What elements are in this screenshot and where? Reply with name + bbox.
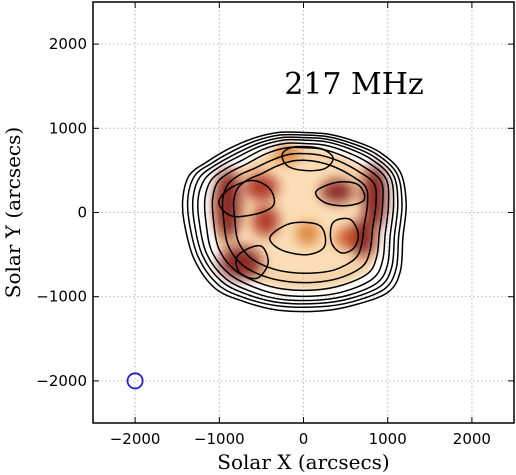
y-tick-label: 1000 [49, 119, 87, 137]
y-tick-label: −1000 [36, 288, 87, 306]
contour-lines [181, 131, 407, 313]
contour-level-5 [211, 146, 384, 292]
y-tick-label: −2000 [36, 372, 87, 390]
emission-peak-0 [214, 168, 242, 240]
contour-level-8 [218, 179, 276, 218]
contour-level-10 [269, 221, 327, 256]
contour-level-2 [191, 136, 399, 305]
contour-level-11 [329, 217, 360, 254]
contour-level-6 [221, 152, 378, 284]
emission-peak-4 [320, 179, 355, 204]
contour-level-0 [181, 131, 407, 313]
contour-level-9 [281, 145, 334, 172]
contour-level-7 [232, 159, 369, 275]
contour-level-4 [203, 142, 390, 298]
x-tick-label: 0 [299, 430, 309, 448]
y-axis-label: Solar Y (arcsecs) [1, 127, 25, 298]
emission-peak-7 [335, 227, 356, 248]
emission-peak-8 [295, 221, 320, 246]
contour-level-3 [196, 138, 395, 302]
contour-level-12 [314, 180, 366, 207]
x-tick-label: 2000 [453, 430, 491, 448]
heatmap-image [212, 143, 388, 290]
frequency-annotation: 217 MHz [284, 67, 423, 102]
x-tick-label: −2000 [110, 430, 161, 448]
contour-level-1 [186, 133, 403, 308]
x-axis-label: Solar X (arcsecs) [217, 450, 389, 474]
y-tick-label: 0 [77, 204, 87, 222]
contour-level-13 [235, 244, 269, 280]
x-tick-label: −1000 [194, 430, 245, 448]
y-tick-label: 2000 [49, 35, 87, 53]
axis-ticks: −2000 −1000 0 1000 2000 −2000 −1000 0 1000 2000 [36, 2, 514, 448]
beam-circle [126, 372, 144, 390]
x-tick-label: 1000 [369, 430, 407, 448]
